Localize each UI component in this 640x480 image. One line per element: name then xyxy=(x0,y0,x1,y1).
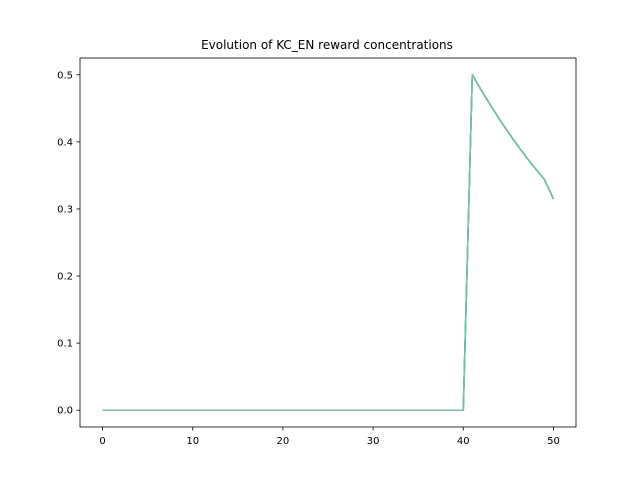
chart-title: Evolution of KC_EN reward concentrations xyxy=(201,38,453,52)
x-tick-label: 10 xyxy=(186,436,199,447)
axes-layer: 0 10 20 30 40 50 0.0 0.1 0.2 0.3 0.4 0.5 xyxy=(57,57,577,447)
y-tick-label: 0.3 xyxy=(57,204,73,215)
series-layer xyxy=(102,74,555,411)
x-tick-label: 30 xyxy=(367,436,380,447)
x-tick-label: 40 xyxy=(457,436,470,447)
y-tick-label: 0.1 xyxy=(57,339,73,350)
y-tick-label: 0.4 xyxy=(57,137,73,148)
series-line-4 xyxy=(102,74,555,411)
x-tick-label: 50 xyxy=(547,436,560,447)
x-tick-label: 0 xyxy=(99,436,105,447)
y-tick-label: 0.5 xyxy=(57,70,73,81)
plot-frame xyxy=(79,57,577,428)
y-tick-label: 0.2 xyxy=(57,272,73,283)
x-tick-label: 20 xyxy=(277,436,290,447)
y-tick-label: 0.0 xyxy=(57,406,73,417)
